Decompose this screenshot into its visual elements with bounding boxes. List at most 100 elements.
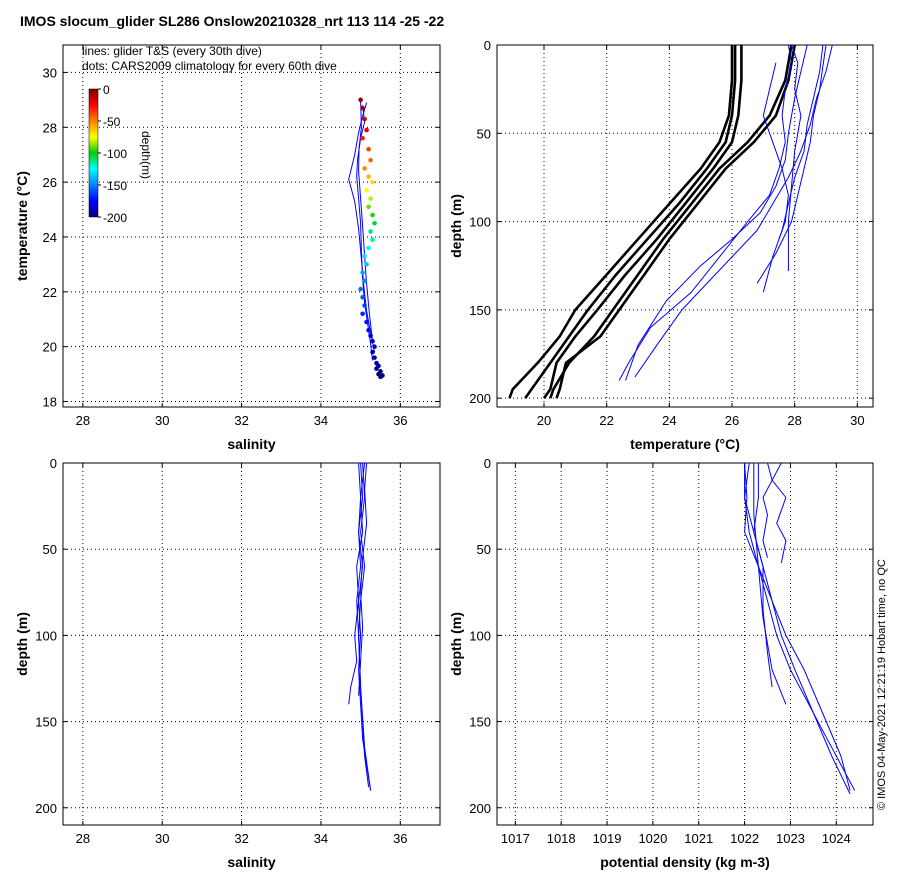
y-tick-label: 24: [43, 230, 57, 245]
plot-marks: [348, 97, 385, 380]
y-tick-label: 0: [484, 456, 491, 471]
climatology-dot: [372, 355, 377, 360]
climatology-dot: [362, 166, 367, 171]
legend-lines-note: lines: glider T&S (every 30th dive): [82, 44, 262, 58]
climatology-dot: [360, 311, 365, 317]
climatology-dot: [366, 204, 371, 210]
y-tick-label: 26: [43, 175, 57, 190]
colorbar-tick-label: 0: [103, 83, 110, 97]
x-tick-label: 30: [155, 831, 169, 846]
climatology-dot: [366, 174, 371, 179]
x-tick-label: 1024: [822, 831, 851, 846]
climatology-dot: [360, 135, 365, 141]
glider-profile: [348, 463, 366, 705]
credit-text: © IMOS 04-May-2021 12:21:19 Hobart time,…: [876, 559, 888, 810]
climatology-dot: [368, 157, 373, 163]
x-axis-label: salinity: [227, 854, 275, 870]
climatology-dot: [362, 303, 367, 308]
panel-ts-diagram: 28 30 32 34 36 18 20 22 24 26 28 30 salinity temperat…: [14, 44, 441, 452]
x-tick-label: 1022: [730, 831, 759, 846]
x-tick-label: 1019: [593, 831, 622, 846]
y-tick-label: 100: [35, 628, 57, 643]
x-tick-label: 1023: [776, 831, 805, 846]
climatology-profile: [524, 45, 737, 399]
x-tick-label: 30: [155, 413, 169, 428]
colorbar-ticks: 0 -50 -100 -150 -200: [98, 83, 127, 225]
panel-density-depth: 1017 1018 1019 1020 1021 1022 1023 1024 0 50 100 15…: [448, 456, 874, 870]
glider-profile: [744, 463, 851, 795]
y-axis-label: temperature (°C): [14, 171, 30, 281]
panel-temperature-depth: 20 22 24 26 28 30 0 50 100 150 200 temperature (°C)…: [448, 38, 874, 452]
y-tick-label: 0: [484, 38, 491, 53]
y-tick-label: 50: [477, 542, 491, 557]
y-tick-label: 50: [43, 542, 57, 557]
climatology-dot: [358, 286, 363, 292]
plot-marks: [348, 463, 372, 791]
y-tick-label: 0: [50, 456, 57, 471]
climatology-profile: [542, 45, 743, 399]
glider-profile: [762, 62, 789, 240]
climatology-dot: [366, 245, 371, 251]
y-tick-label: 150: [469, 303, 491, 318]
x-tick-label: 24: [662, 413, 676, 428]
x-tick-label: 28: [76, 413, 90, 428]
x-tick-label: 32: [234, 413, 248, 428]
climatology-dot: [380, 373, 385, 378]
x-tick-label: 34: [314, 413, 328, 428]
glider-profile: [753, 463, 787, 705]
x-axis-label: temperature (°C): [630, 436, 740, 452]
colorbar: 0 -50 -100 -150 -200 depth(m): [88, 83, 153, 225]
y-tick-label: 200: [469, 801, 491, 816]
colorbar-tick-label: -150: [103, 179, 127, 193]
glider-profile: [358, 463, 368, 696]
glider-profile: [771, 463, 787, 564]
climatology-dot: [358, 97, 363, 103]
x-tick-label: 26: [725, 413, 739, 428]
climatology-dot: [372, 220, 377, 226]
figure-title: IMOS slocum_glider SL286 Onslow20210328_…: [20, 13, 444, 29]
glider-profile: [753, 463, 773, 688]
y-tick-label: 28: [43, 120, 57, 135]
climatology-dot: [370, 349, 375, 355]
climatology-profile: [508, 45, 734, 399]
climatology-dot: [372, 344, 377, 349]
x-tick-label: 34: [314, 831, 328, 846]
climatology-dot: [370, 179, 375, 185]
legend-dots-note: dots: CARS2009 climatology for every 60t…: [82, 59, 337, 73]
y-tick-label: 30: [43, 65, 57, 80]
panel-salinity-depth: 28 30 32 34 36 0 50 100 150 200 salinity depth (m): [14, 456, 441, 870]
plot-area: [62, 462, 441, 826]
climatology-dot: [376, 363, 381, 369]
x-tick-label: 28: [787, 413, 801, 428]
climatology-dot: [368, 196, 373, 201]
x-tick-label: 20: [537, 413, 551, 428]
climatology-dot: [364, 319, 369, 325]
x-tick-label: 1017: [501, 831, 530, 846]
climatology-dot: [370, 212, 375, 218]
y-axis-label: depth (m): [448, 194, 464, 258]
y-tick-label: 150: [35, 715, 57, 730]
x-tick-label: 32: [234, 831, 248, 846]
climatology-dot: [360, 105, 365, 111]
y-tick-label: 150: [469, 715, 491, 730]
y-tick-label: 100: [469, 215, 491, 230]
y-tick-label: 200: [35, 801, 57, 816]
y-tick-label: 18: [43, 395, 57, 410]
colorbar-gradient: [88, 88, 99, 218]
x-tick-label: 1020: [638, 831, 667, 846]
climatology-dot: [362, 278, 367, 284]
x-tick-label: 1021: [684, 831, 713, 846]
glider-profile: [744, 463, 856, 791]
climatology-dot: [362, 253, 367, 259]
climatology-dot: [364, 188, 369, 193]
glider-profile: [356, 463, 372, 791]
glider-profile: [762, 45, 824, 293]
glider-ts-line: [348, 102, 375, 353]
y-axis-label: depth (m): [448, 612, 464, 676]
climatology-dot: [364, 127, 369, 133]
x-axis-label: potential density (kg m-3): [600, 854, 770, 870]
x-tick-label: 1018: [547, 831, 576, 846]
climatology-dot: [378, 369, 383, 374]
y-tick-label: 50: [477, 126, 491, 141]
